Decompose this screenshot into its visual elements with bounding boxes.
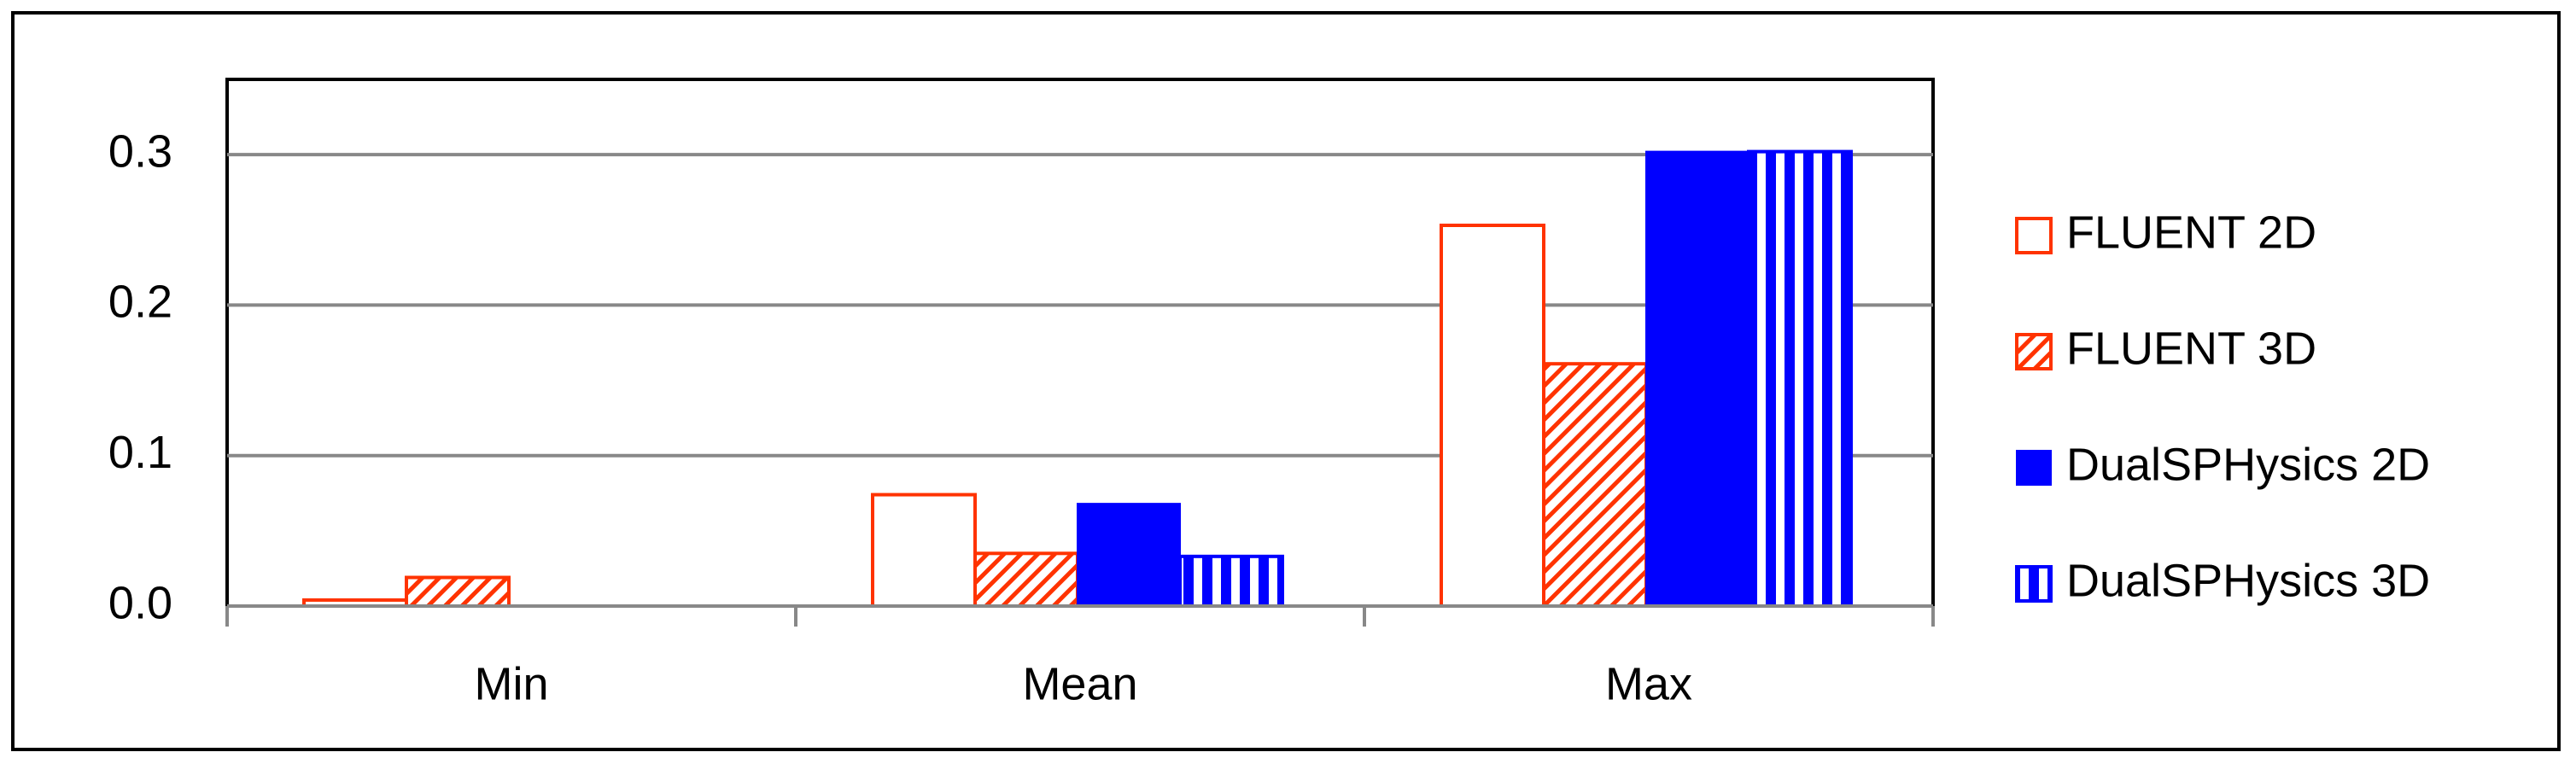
bar (1747, 149, 1853, 609)
x-tick-label: Mean (1022, 658, 1137, 709)
legend-label: FLUENT 2D (2066, 207, 2316, 258)
legend-label: FLUENT 3D (2066, 323, 2316, 374)
legend-swatch (2015, 217, 2053, 254)
y-tick-label: 0.0 (108, 577, 172, 628)
y-tick-label: 0.1 (108, 427, 172, 478)
bar (405, 575, 511, 609)
bar (1542, 362, 1648, 608)
bar (973, 551, 1079, 608)
x-tick-label: Min (474, 658, 548, 709)
bar (1440, 223, 1545, 608)
legend-swatch (2016, 450, 2052, 486)
bar (1178, 554, 1284, 609)
bar (1077, 503, 1181, 608)
legend-swatch (2015, 565, 2053, 603)
legend-label: DualSPHysics 3D (2066, 555, 2430, 606)
y-tick-label: 0.2 (108, 277, 172, 328)
legend-swatch (2015, 333, 2053, 370)
outer-border (11, 11, 2561, 751)
x-tick-label: Max (1605, 658, 1692, 709)
legend-label: DualSPHysics 2D (2066, 439, 2430, 490)
bar (871, 493, 977, 609)
y-tick-label: 0.3 (108, 125, 172, 177)
bar (1645, 150, 1749, 608)
